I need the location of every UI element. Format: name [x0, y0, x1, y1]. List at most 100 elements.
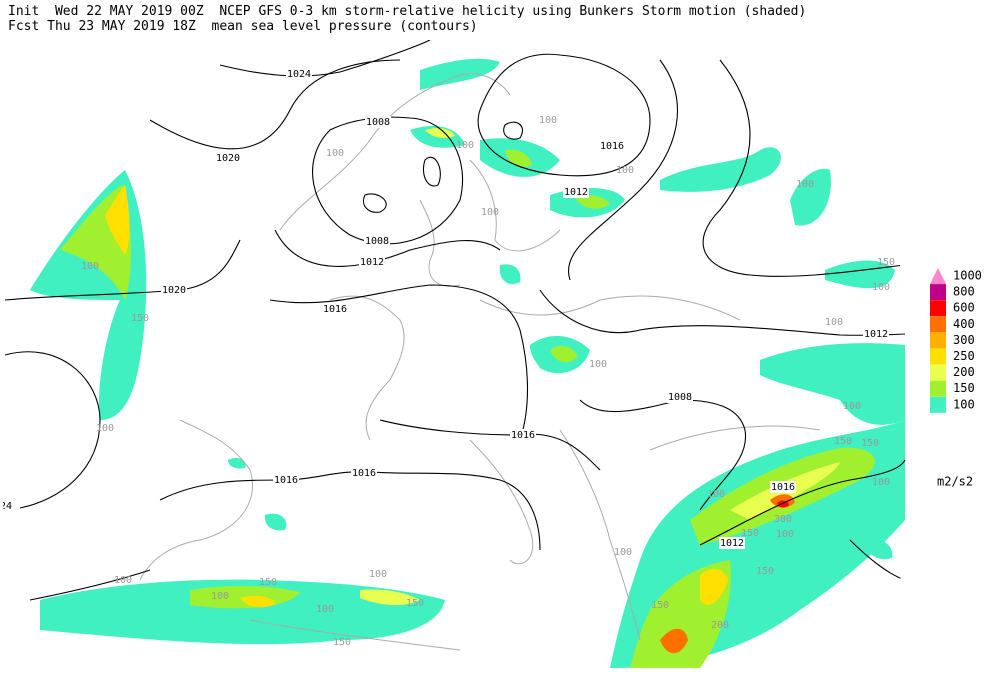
- legend: 1000 800 600 400 300 250 200 150 100: [930, 268, 982, 413]
- helicity-label: 100: [96, 423, 114, 434]
- legend-unit: m2/s2: [937, 475, 973, 489]
- helicity-area: [865, 538, 893, 560]
- legend-swatch: [930, 364, 946, 381]
- isobar-label: 1020: [216, 153, 240, 164]
- helicity-area: [240, 596, 276, 608]
- helicity-label: 150: [651, 600, 669, 611]
- isobar-label: 1008: [366, 117, 390, 128]
- helicity-area: [660, 628, 688, 654]
- helicity-label: 150: [877, 257, 895, 268]
- legend-swatch: [930, 332, 946, 349]
- isobar-label-bg: [364, 235, 390, 247]
- helicity-area: [499, 264, 521, 285]
- helicity-label: 150: [131, 313, 149, 324]
- helicity-label: 100: [114, 575, 132, 586]
- helicity-label: 150: [406, 598, 424, 609]
- helicity-area: [760, 343, 905, 425]
- legend-label: 400: [953, 317, 975, 331]
- helicity-label: 200: [711, 620, 729, 631]
- isobar-label: 1016: [274, 475, 298, 486]
- isobar-label: 1024: [0, 501, 12, 512]
- isobar-label: 1012: [720, 538, 744, 549]
- isobar-label: 1016: [771, 482, 795, 493]
- legend-swatch: [930, 316, 946, 333]
- isobar-label-bg: [161, 284, 187, 296]
- legend-swatch: [930, 380, 946, 397]
- legend-swatch: [930, 348, 946, 365]
- isobar-label: 1008: [365, 236, 389, 247]
- helicity-area: [700, 568, 728, 605]
- isobar-label-bg: [863, 328, 889, 340]
- isobar-label: 1016: [511, 430, 535, 441]
- map-area: 1024 1020 1008 1016 1012 1008 1012 1020 1016 1012…: [0, 40, 906, 668]
- header-line-2: Fcst Thu 23 MAY 2019 18Z mean sea level …: [8, 19, 478, 34]
- isobar-label-bg: [351, 467, 377, 479]
- helicity-area: [264, 513, 287, 531]
- helicity-label: 100: [316, 604, 334, 615]
- coastlines: [139, 73, 821, 651]
- helicity-label: 100: [539, 115, 557, 126]
- isobar-label-bg: [510, 429, 536, 441]
- legend-label: 100: [953, 397, 975, 411]
- isobar-label-bg: [563, 186, 589, 198]
- isobar-label: 1016: [323, 304, 347, 315]
- isobar-label: 1012: [360, 257, 384, 268]
- isobar-label: 1020: [162, 285, 186, 296]
- helicity-area: [40, 579, 445, 645]
- helicity-area: [575, 195, 610, 209]
- helicity-label: 100: [614, 547, 632, 558]
- legend-swatch: [930, 284, 946, 301]
- legend-label: 1000: [953, 269, 982, 283]
- isobar-label-bg: [719, 537, 745, 549]
- isobar-label: 1012: [864, 329, 888, 340]
- isobar-label-bg: [273, 474, 299, 486]
- helicity-label: 150: [741, 528, 759, 539]
- legend-label: 250: [953, 349, 975, 363]
- helicity-label: 150: [756, 566, 774, 577]
- isobar-label: 1016: [600, 141, 624, 152]
- legend-label: 800: [953, 285, 975, 299]
- helicity-area: [105, 185, 130, 255]
- legend-swatch: [930, 300, 946, 317]
- isobar-labels: 1024 1020 1008 1016 1012 1008 1012 1020 1016 1012…: [0, 68, 889, 549]
- legend-label: 200: [953, 365, 975, 379]
- helicity-label: 100: [81, 261, 99, 272]
- helicity-label: 150: [333, 637, 351, 648]
- isobar-label-bg: [215, 152, 241, 164]
- isobar-label-bg: [599, 140, 625, 152]
- helicity-label: 100: [872, 477, 890, 488]
- helicity-area: [825, 260, 895, 289]
- helicity-label: 150: [861, 438, 879, 449]
- helicity-area: [660, 147, 781, 192]
- helicity-label: 100: [796, 179, 814, 190]
- helicity-labels: 100 150 100 100 100 100 100 100 100 150 100 100 100 1…: [81, 115, 895, 648]
- isobar-label-bg: [667, 391, 693, 403]
- helicity-label: 100: [211, 591, 229, 602]
- helicity-label: 100: [843, 401, 861, 412]
- helicity-area: [228, 457, 246, 469]
- legend-swatch: [930, 396, 946, 413]
- isobar-label-bg: [770, 481, 796, 493]
- helicity-label: 100: [326, 148, 344, 159]
- helicity-label: 100: [481, 207, 499, 218]
- helicity-area: [790, 168, 831, 226]
- helicity-area: [505, 149, 532, 167]
- helicity-label: 100: [707, 489, 725, 500]
- helicity-label: 150: [259, 577, 277, 588]
- helicity-label: 150: [834, 436, 852, 447]
- helicity-label: 100: [369, 569, 387, 580]
- legend-swatch: [930, 268, 946, 284]
- helicity-area: [550, 345, 578, 363]
- header-line-1: Init Wed 22 MAY 2019 00Z NCEP GFS 0-3 km…: [8, 4, 806, 19]
- isobar-label-bg: [322, 303, 348, 315]
- isobar-label-bg: [359, 256, 385, 268]
- helicity-label: 100: [825, 317, 843, 328]
- isobar-label: 1024: [287, 69, 311, 80]
- helicity-label: 100: [872, 282, 890, 293]
- helicity-label: 100: [456, 140, 474, 151]
- legend-label: 600: [953, 301, 975, 315]
- helicity-area: [420, 58, 500, 90]
- isobar-label: 1012: [564, 187, 588, 198]
- helicity-label: 100: [776, 529, 794, 540]
